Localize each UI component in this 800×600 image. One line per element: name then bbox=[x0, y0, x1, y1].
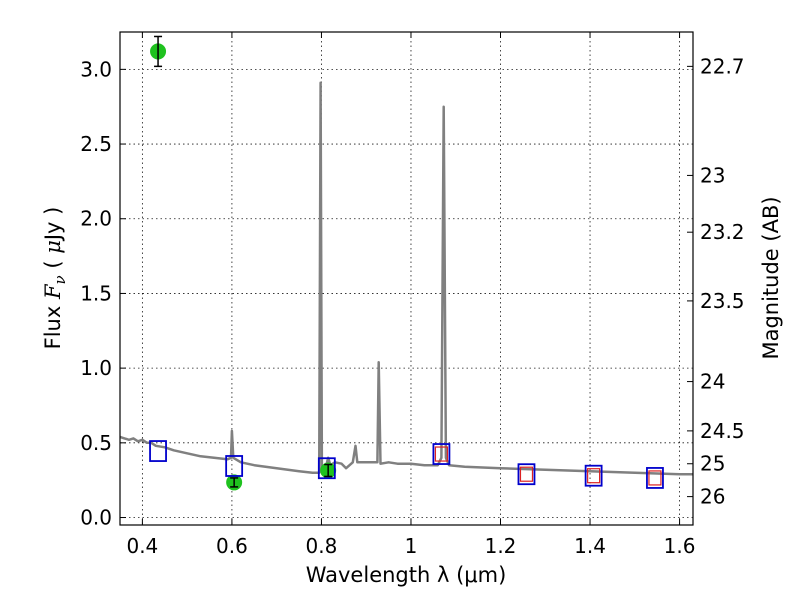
axis-ticks: 0.4 0.6 0.8 1 1.2 1.4 1.6 0.0 0.5 1.0 1.5 2.0 2.5 3.0… bbox=[80, 32, 745, 558]
x-tick-label: 1.4 bbox=[574, 534, 606, 558]
model-band-inner-square bbox=[519, 466, 534, 482]
x-tick-label: 0.4 bbox=[126, 534, 158, 558]
y-tick-label: 2.0 bbox=[80, 207, 112, 231]
x-tick-label: 1.2 bbox=[485, 534, 517, 558]
model-band-square bbox=[584, 464, 603, 487]
y-tick-label: 3.0 bbox=[80, 57, 112, 81]
y-tick-label: 1.5 bbox=[80, 281, 112, 305]
plot-frame bbox=[119, 31, 694, 526]
model-band-inner-square bbox=[648, 470, 662, 486]
grid-lines bbox=[120, 32, 693, 525]
y2-axis-title: Magnitude (AB) bbox=[759, 196, 783, 359]
model-band-square bbox=[432, 443, 451, 465]
y2-tick-label: 23.2 bbox=[700, 220, 745, 244]
x-tick-label: 0.8 bbox=[306, 534, 338, 558]
plot-series bbox=[119, 35, 693, 491]
model-band-square bbox=[149, 440, 167, 462]
model-band-inner-square bbox=[434, 446, 449, 462]
model-band-square bbox=[646, 467, 664, 489]
x-tick-label: 1.6 bbox=[664, 534, 696, 558]
model-band-inner-square bbox=[587, 468, 601, 484]
y2-tick-label: 24.5 bbox=[700, 419, 745, 443]
model-band-square bbox=[225, 455, 244, 477]
x-tick-label: 0.6 bbox=[216, 534, 248, 558]
y-tick-label: 0.0 bbox=[80, 506, 112, 530]
x-tick-label: 1 bbox=[405, 534, 418, 558]
y2-tick-label: 23 bbox=[700, 163, 725, 187]
y2-tick-label: 22.7 bbox=[700, 54, 745, 78]
y2-tick-label: 23.5 bbox=[700, 289, 745, 313]
y2-tick-label: 26 bbox=[700, 485, 725, 509]
y-tick-label: 2.5 bbox=[80, 132, 112, 156]
y2-tick-label: 24 bbox=[700, 370, 725, 394]
y-tick-label: 0.5 bbox=[80, 431, 112, 455]
model-band-square bbox=[317, 457, 336, 480]
model-band-square bbox=[517, 463, 536, 486]
x-axis-title: Wavelength λ (μm) bbox=[306, 563, 507, 587]
sed-model-line bbox=[119, 81, 693, 476]
y-axis-title: Flux Fν ( μJy ) bbox=[41, 207, 69, 350]
y2-tick-label: 25 bbox=[700, 452, 725, 476]
y-tick-label: 1.0 bbox=[80, 356, 112, 380]
